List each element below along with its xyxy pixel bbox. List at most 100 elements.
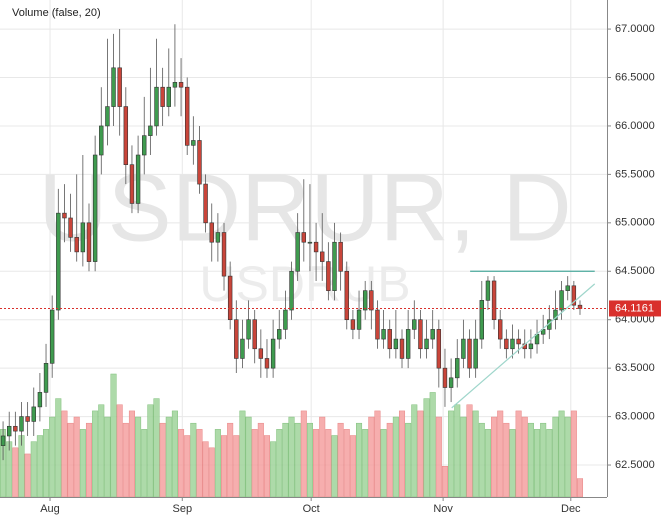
candle-body	[356, 309, 362, 330]
volume-bar	[564, 416, 571, 498]
candle-body	[7, 425, 12, 437]
candle-body	[142, 135, 147, 156]
candle-body	[540, 329, 546, 335]
candle-body	[99, 125, 104, 156]
volume-bar	[221, 435, 228, 498]
candle-body	[326, 261, 331, 291]
y-tick-label: 63.5000	[615, 362, 655, 374]
candle-body	[491, 280, 497, 321]
volume-pane	[0, 373, 584, 498]
candle-body	[571, 285, 577, 306]
candle-body	[111, 67, 116, 107]
candle-body	[172, 82, 178, 88]
volume-bar	[491, 416, 498, 498]
candle-body	[31, 406, 36, 422]
candle-body	[301, 232, 307, 243]
candle-body	[129, 164, 135, 204]
volume-bar	[398, 410, 406, 498]
volume-bar	[294, 422, 301, 498]
volume-bar	[337, 422, 344, 498]
candle-body	[344, 270, 349, 321]
candle-body	[270, 338, 276, 369]
x-tick-label: Sep	[172, 503, 192, 515]
volume-bar	[478, 422, 485, 498]
x-tick-label: Aug	[40, 503, 60, 515]
candle-body	[369, 290, 374, 311]
volume-bar	[497, 410, 504, 498]
candle-body	[160, 86, 165, 107]
volume-bar	[282, 422, 289, 498]
volume-bar	[202, 441, 209, 498]
volume-bar	[190, 422, 197, 498]
candle-body	[350, 319, 356, 330]
volume-bar	[43, 429, 50, 498]
volume-bar	[73, 416, 80, 498]
candle-body	[117, 67, 122, 107]
volume-bar	[147, 404, 154, 498]
candle-body	[227, 275, 233, 321]
volume-bar	[319, 416, 326, 498]
volume-bar	[36, 435, 43, 498]
volume-bar	[441, 466, 448, 498]
volume-bar	[116, 404, 123, 498]
watermark-sub: USDRUB	[199, 256, 410, 312]
candle-body	[240, 338, 245, 359]
candle-body	[13, 425, 18, 432]
candle-body	[313, 241, 319, 253]
volume-bar	[214, 429, 221, 498]
trend-line	[451, 283, 596, 409]
volume-bar	[79, 429, 86, 498]
volume-bar	[521, 416, 528, 498]
volume-bar	[540, 422, 547, 498]
x-tick-label: Nov	[433, 503, 453, 515]
candle-body	[442, 367, 448, 388]
volume-bar	[184, 435, 191, 498]
candle-body	[148, 125, 153, 136]
candle-body	[105, 106, 110, 127]
candle-body	[455, 358, 460, 379]
candle-body	[289, 270, 294, 311]
candle-body	[252, 319, 257, 350]
volume-bar	[570, 410, 577, 498]
volume-bar	[576, 478, 584, 498]
candle-body	[43, 363, 49, 393]
candle-body	[221, 232, 227, 277]
candle-body	[516, 338, 521, 345]
volume-bar	[67, 422, 74, 498]
y-tick-label: 67.0000	[615, 23, 655, 35]
candle-body	[381, 329, 386, 340]
candle-body	[86, 222, 92, 262]
candle-body	[68, 217, 73, 238]
volume-bar	[325, 429, 332, 498]
candle-body	[418, 319, 423, 350]
volume-bar	[552, 416, 559, 498]
candle-body	[320, 251, 325, 262]
volume-bar	[423, 398, 430, 498]
volume-bar	[92, 410, 99, 498]
volume-bar	[227, 422, 234, 498]
volume-bar	[331, 435, 338, 498]
candle-body	[375, 309, 380, 340]
volume-bar	[435, 416, 442, 498]
candle-body	[559, 290, 564, 311]
candle-body	[283, 309, 288, 330]
chart-title: Volume (false, 20)	[12, 7, 101, 19]
candle-body	[264, 358, 270, 369]
candle-body	[338, 241, 343, 272]
candle-body	[473, 338, 478, 369]
candle-body	[215, 232, 221, 243]
candle-body	[209, 222, 214, 243]
candle-body	[467, 338, 472, 369]
x-tick-label: Dec	[561, 503, 581, 515]
candle-body	[528, 343, 534, 350]
candle-body	[191, 140, 196, 146]
candle-body	[49, 309, 55, 364]
candle-body	[553, 309, 558, 321]
candle-body	[92, 154, 98, 262]
candle-body	[203, 183, 208, 224]
volume-bar	[104, 416, 111, 498]
volume-bar	[527, 422, 534, 498]
candle-body	[234, 319, 239, 359]
volume-bar	[239, 410, 246, 498]
volume-bar	[251, 429, 258, 498]
